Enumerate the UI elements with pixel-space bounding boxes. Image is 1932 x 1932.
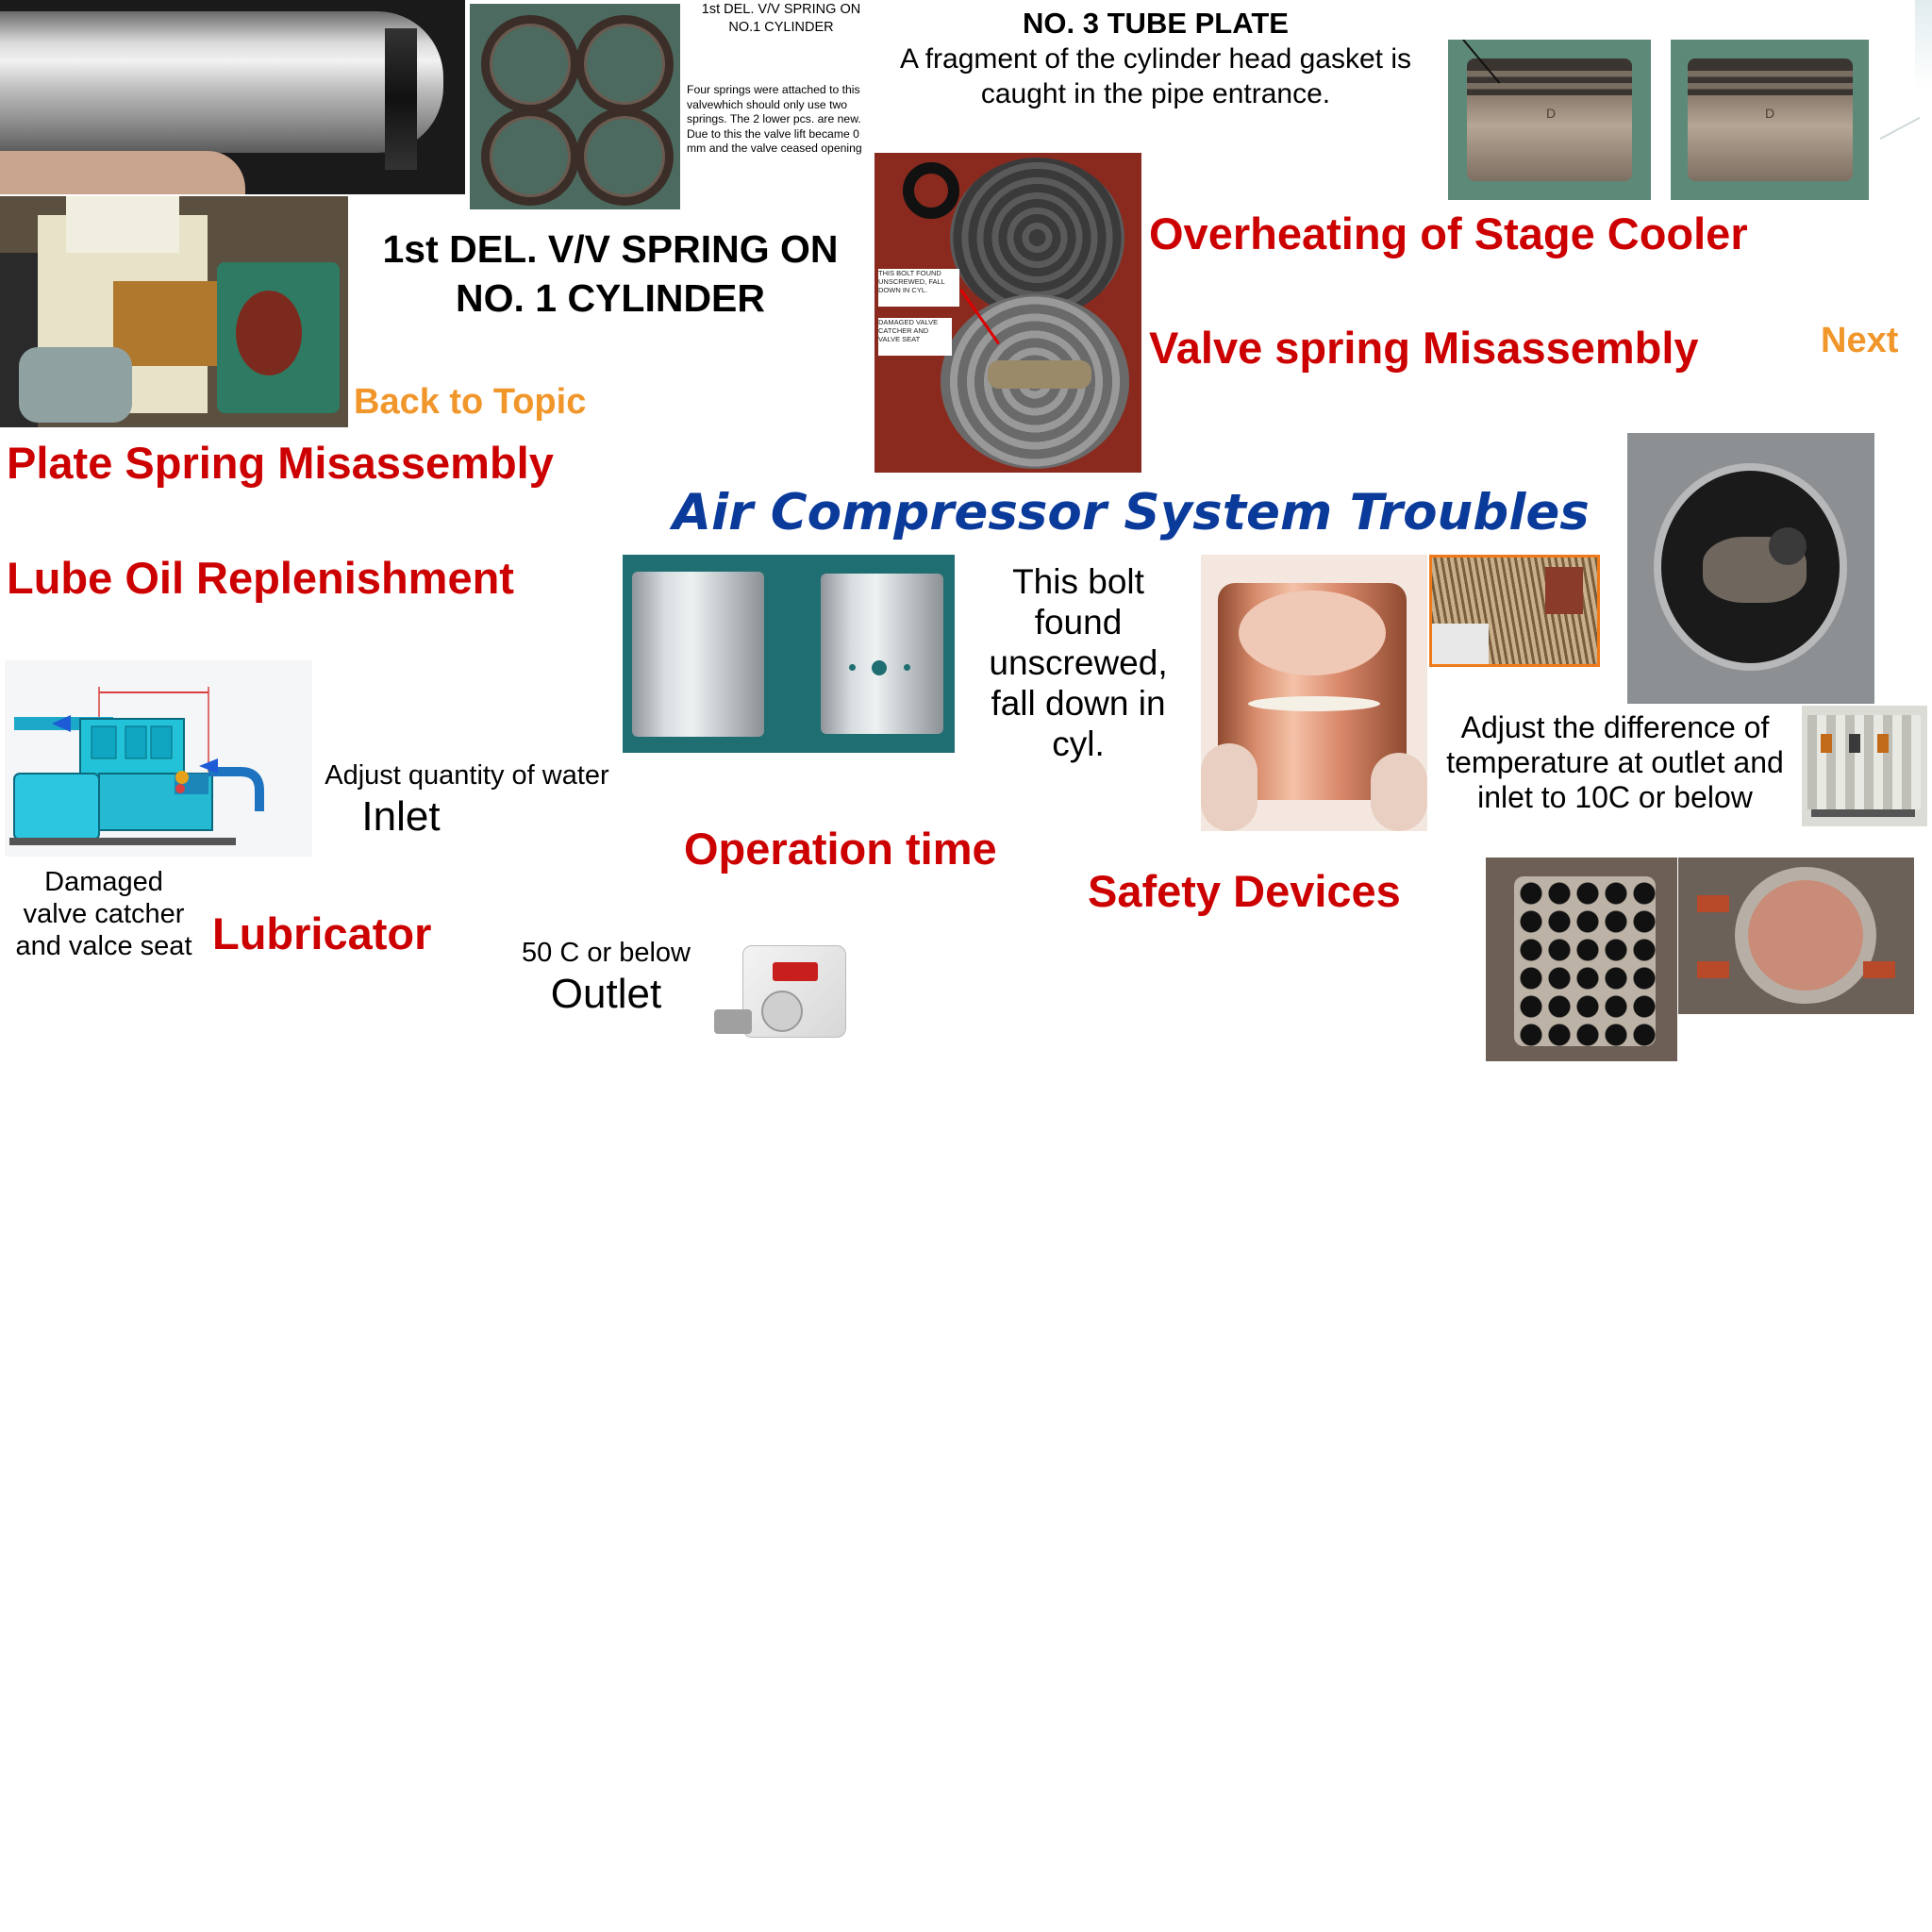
tube-plate-heading: NO. 3 TUBE PLATE [1023, 7, 1289, 40]
bolt-photo-label: THIS BOLT FOUND UNSCREWED, FALL DOWN IN … [878, 269, 959, 307]
cylinder-head-photo [1678, 858, 1914, 1014]
electrical-panel-photo [1802, 706, 1927, 826]
del-spring-heading: 1st DEL. V/V SPRING ON NO. 1 CYLINDER [382, 227, 839, 320]
piston-photo-right: D [1671, 40, 1869, 200]
small-spring-heading: 1st DEL. V/V SPRING ON NO.1 CYLINDER [701, 2, 861, 35]
catcher-photo-label: DAMAGED VALVE CATCHER AND VALVE SEAT [878, 318, 952, 356]
topic-lubricator[interactable]: Lubricator [212, 908, 432, 958]
piston-mark-left: D [1546, 106, 1557, 121]
next-link[interactable]: Next [1821, 321, 1899, 360]
inlet-label: Inlet [361, 793, 441, 840]
piston-photo-left: D [1448, 40, 1651, 200]
small-spring-note: Four springs were attached to this valve… [687, 83, 862, 155]
valve-plate-holes-photo [1486, 858, 1677, 1061]
corner-decoration [1879, 116, 1921, 141]
back-to-topic-link[interactable]: Back to Topic [354, 382, 587, 422]
damaged-catcher-note: Damaged valve catcher and valce seat [15, 867, 192, 961]
topic-overheating[interactable]: Overheating of Stage Cooler [1149, 208, 1748, 258]
page-title: Air Compressor System Troubles [673, 484, 1590, 541]
outlet-limit-note: 50 C or below [522, 938, 691, 968]
cylinder-liner-photo [1627, 433, 1874, 704]
tube-plate-note: A fragment of the cylinder head gasket i… [900, 43, 1411, 109]
adjust-water-note: Adjust quantity of water [325, 760, 609, 791]
copper-bush-photo [1201, 555, 1427, 831]
topic-lube-oil[interactable]: Lube Oil Replenishment [7, 553, 514, 603]
bolt-note: This bolt found unscrewed, fall down in … [989, 562, 1168, 763]
topic-plate-spring[interactable]: Plate Spring Misassembly [7, 438, 554, 488]
bearing-shells-photo [623, 555, 955, 753]
pressure-switch-photo [705, 934, 851, 1060]
compressor-illustration [5, 660, 312, 857]
topic-safety-devices[interactable]: Safety Devices [1088, 866, 1401, 916]
topic-valve-spring[interactable]: Valve spring Misassembly [1149, 323, 1699, 373]
compressor-machine-photo [0, 196, 348, 427]
tube-plate-photo [1429, 555, 1600, 667]
edge-decoration [1915, 0, 1932, 90]
valve-plates-photo: THIS BOLT FOUND UNSCREWED, FALL DOWN IN … [874, 153, 1141, 473]
adjust-temperature-note: Adjust the difference of temperature at … [1446, 710, 1784, 814]
topic-operation-time[interactable]: Operation time [684, 824, 997, 874]
outlet-label: Outlet [550, 971, 662, 1017]
valve-springs-photo [470, 4, 680, 209]
piston-pin-photo [0, 0, 465, 194]
piston-mark-right: D [1765, 106, 1775, 121]
